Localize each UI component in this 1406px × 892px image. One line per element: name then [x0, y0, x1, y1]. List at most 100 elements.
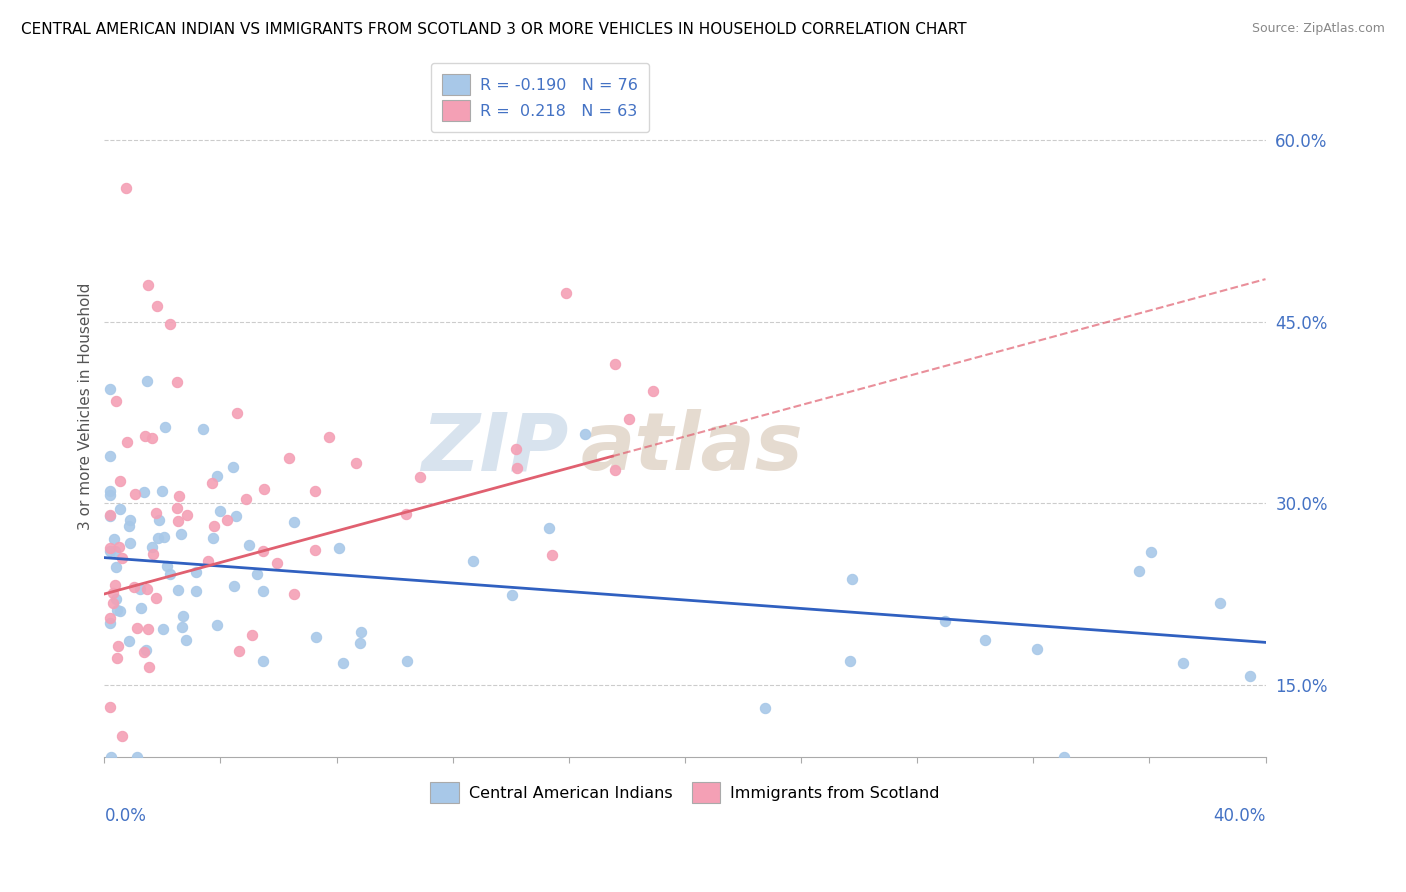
Point: [138, 659, 160, 673]
Point: [934, 614, 956, 628]
Point: [142, 547, 165, 561]
Point: [136, 375, 159, 389]
Point: [103, 532, 125, 546]
Point: [172, 609, 194, 624]
Point: [252, 654, 274, 668]
Point: [186, 565, 208, 579]
Point: [98, 509, 121, 524]
Point: [555, 285, 578, 300]
Point: [146, 531, 169, 545]
Point: [118, 513, 141, 527]
Point: [197, 554, 219, 568]
Point: [641, 384, 664, 399]
Point: [246, 567, 269, 582]
Point: [1140, 545, 1163, 559]
Point: [350, 624, 373, 639]
Text: CENTRAL AMERICAN INDIAN VS IMMIGRANTS FROM SCOTLAND 3 OR MORE VEHICLES IN HOUSEH: CENTRAL AMERICAN INDIAN VS IMMIGRANTS FR…: [21, 22, 967, 37]
Point: [191, 422, 214, 436]
Point: [98, 611, 121, 625]
Point: [228, 644, 250, 658]
Point: [1025, 642, 1047, 657]
Point: [104, 544, 127, 558]
Point: [328, 541, 350, 555]
Point: [150, 484, 173, 499]
Point: [124, 487, 146, 501]
Point: [98, 484, 121, 499]
Point: [277, 450, 299, 465]
Text: atlas: atlas: [581, 409, 803, 487]
Point: [305, 630, 328, 644]
Point: [1128, 564, 1150, 578]
Point: [125, 750, 148, 764]
Point: [122, 581, 145, 595]
Point: [240, 628, 263, 642]
Point: [283, 515, 305, 529]
Point: [141, 431, 163, 445]
Point: [202, 532, 225, 546]
Point: [111, 729, 134, 743]
Point: [225, 509, 247, 524]
Point: [973, 633, 995, 648]
Point: [1209, 596, 1232, 610]
Point: [104, 560, 127, 574]
Point: [98, 508, 121, 522]
Point: [540, 549, 562, 563]
Point: [159, 567, 181, 582]
Point: [839, 654, 862, 668]
Point: [501, 588, 523, 602]
Point: [252, 543, 274, 558]
Point: [105, 650, 128, 665]
Point: [226, 406, 249, 420]
Point: [176, 508, 198, 522]
Point: [1239, 669, 1261, 683]
Point: [1171, 656, 1194, 670]
Point: [304, 543, 326, 558]
Point: [167, 582, 190, 597]
Point: [105, 394, 128, 409]
Point: [176, 633, 198, 648]
Legend: Central American Indians, Immigrants from Scotland: Central American Indians, Immigrants fro…: [425, 776, 946, 809]
Point: [105, 603, 128, 617]
Point: [505, 442, 527, 456]
Point: [132, 484, 155, 499]
Point: [537, 521, 560, 535]
Point: [238, 538, 260, 552]
Point: [167, 489, 190, 503]
Point: [222, 579, 245, 593]
Text: ZIP: ZIP: [422, 409, 569, 487]
Point: [107, 639, 129, 653]
Point: [98, 488, 121, 502]
Point: [202, 519, 225, 533]
Point: [136, 622, 159, 636]
Point: [463, 554, 485, 568]
Point: [215, 513, 238, 527]
Point: [349, 636, 371, 650]
Point: [98, 700, 121, 714]
Point: [134, 429, 156, 443]
Point: [574, 426, 596, 441]
Point: [170, 527, 193, 541]
Point: [506, 461, 529, 475]
Point: [167, 514, 190, 528]
Point: [166, 500, 188, 515]
Point: [252, 583, 274, 598]
Point: [104, 578, 127, 592]
Point: [108, 474, 131, 488]
Point: [395, 507, 418, 521]
Point: [617, 412, 640, 426]
Point: [145, 506, 167, 520]
Point: [605, 463, 627, 477]
Point: [98, 544, 121, 558]
Point: [135, 643, 157, 657]
Point: [186, 583, 208, 598]
Point: [135, 582, 157, 596]
Point: [101, 596, 124, 610]
Point: [115, 181, 138, 195]
Point: [253, 482, 276, 496]
Point: [332, 656, 354, 670]
Point: [318, 429, 340, 443]
Point: [148, 513, 170, 527]
Point: [98, 382, 121, 396]
Point: [145, 591, 167, 606]
Point: [201, 476, 224, 491]
